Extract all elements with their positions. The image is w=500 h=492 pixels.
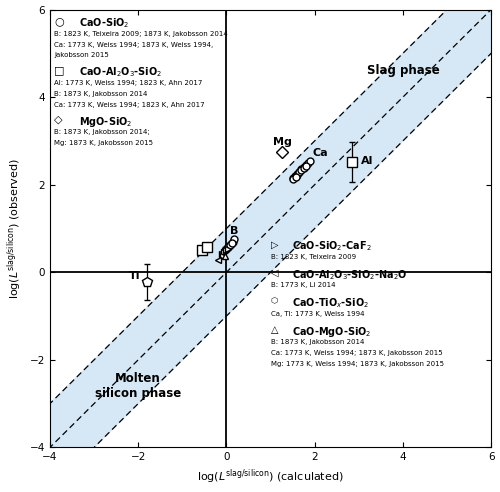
Text: B: 1873 K, Jakobsson 2014;: B: 1873 K, Jakobsson 2014; [54,128,150,135]
Text: □: □ [54,65,65,76]
Text: CaO-Al$_2$O$_3$-SiO$_2$: CaO-Al$_2$O$_3$-SiO$_2$ [78,65,162,79]
Text: CaO-SiO$_2$: CaO-SiO$_2$ [78,16,129,30]
Text: △: △ [270,325,278,335]
Y-axis label: log($L^{\rm slag/silicon}$) (observed): log($L^{\rm slag/silicon}$) (observed) [6,158,24,299]
Text: MgO-SiO$_2$: MgO-SiO$_2$ [78,115,132,128]
Text: Mg: Mg [272,137,291,148]
Text: Ca: 1773 K, Weiss 1994; 1873 K, Weiss 1994,: Ca: 1773 K, Weiss 1994; 1873 K, Weiss 19… [54,41,214,48]
Text: Mg: 1773 K, Weiss 1994; 1873 K, Jakobsson 2015: Mg: 1773 K, Weiss 1994; 1873 K, Jakobsso… [270,361,444,367]
Text: Ti: Ti [130,271,141,281]
Text: Mg: 1873 K, Jakobsson 2015: Mg: 1873 K, Jakobsson 2015 [54,140,154,146]
Text: CaO-SiO$_2$-CaF$_2$: CaO-SiO$_2$-CaF$_2$ [292,240,372,253]
Text: Slag phase: Slag phase [366,64,440,77]
Text: ◇: ◇ [54,115,63,124]
Text: ⬡: ⬡ [270,296,278,306]
Text: Al: Al [361,155,374,166]
Text: Jakobsson 2015: Jakobsson 2015 [54,53,109,59]
Text: B: 1873 K, Jakobsson 2014: B: 1873 K, Jakobsson 2014 [54,91,148,96]
Text: Ca: 1773 K, Weiss 1994; 1823 K, Ahn 2017: Ca: 1773 K, Weiss 1994; 1823 K, Ahn 2017 [54,101,205,108]
Text: Ca, Ti: 1773 K, Weiss 1994: Ca, Ti: 1773 K, Weiss 1994 [270,311,364,317]
Text: CaO-TiO$_x$-SiO$_2$: CaO-TiO$_x$-SiO$_2$ [292,296,369,310]
Text: B: 1773 K, Li 2014: B: 1773 K, Li 2014 [270,282,335,288]
Text: CaO-MgO-SiO$_2$: CaO-MgO-SiO$_2$ [292,325,371,339]
Text: B: B [230,226,238,236]
Text: CaO-Al$_2$O$_3$-SiO$_2$-Na$_2$O: CaO-Al$_2$O$_3$-SiO$_2$-Na$_2$O [292,268,407,282]
Text: ▷: ▷ [270,240,278,249]
Text: Ca: 1773 K, Weiss 1994; 1873 K, Jakobsson 2015: Ca: 1773 K, Weiss 1994; 1873 K, Jakobsso… [270,350,442,356]
Text: ◁: ◁ [270,268,278,278]
Text: ○: ○ [54,16,64,26]
Text: B: 1823 K, Teixeira 2009; 1873 K, Jakobsson 2014: B: 1823 K, Teixeira 2009; 1873 K, Jakobs… [54,31,228,36]
X-axis label: log($L^{\rm slag/silicon}$) (calculated): log($L^{\rm slag/silicon}$) (calculated) [197,468,344,487]
Text: B: 1873 K, Jakobsson 2014: B: 1873 K, Jakobsson 2014 [270,339,364,345]
Text: Al: 1773 K, Weiss 1994; 1823 K, Ahn 2017: Al: 1773 K, Weiss 1994; 1823 K, Ahn 2017 [54,80,203,86]
Text: B: 1823 K, Teixeira 2009: B: 1823 K, Teixeira 2009 [270,254,356,260]
Text: Ca: Ca [312,149,328,158]
Text: Molten
silicon phase: Molten silicon phase [95,372,182,400]
